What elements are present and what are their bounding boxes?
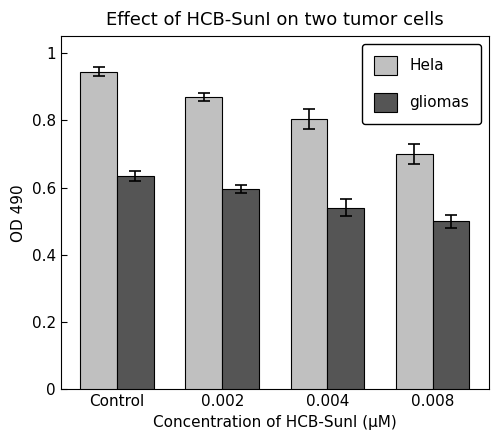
Bar [186,97,222,389]
Title: Effect of HCB-SunI on two tumor cells: Effect of HCB-SunI on two tumor cells [106,11,444,29]
Bar [432,221,470,389]
Bar [222,189,259,389]
Bar [290,119,328,389]
Bar [328,208,364,389]
Bar [117,176,154,389]
Legend: Hela, gliomas: Hela, gliomas [362,44,481,124]
Bar [396,154,432,389]
Y-axis label: OD 490: OD 490 [11,184,26,242]
Bar [80,71,117,389]
X-axis label: Concentration of HCB-SunI (μM): Concentration of HCB-SunI (μM) [153,415,396,430]
